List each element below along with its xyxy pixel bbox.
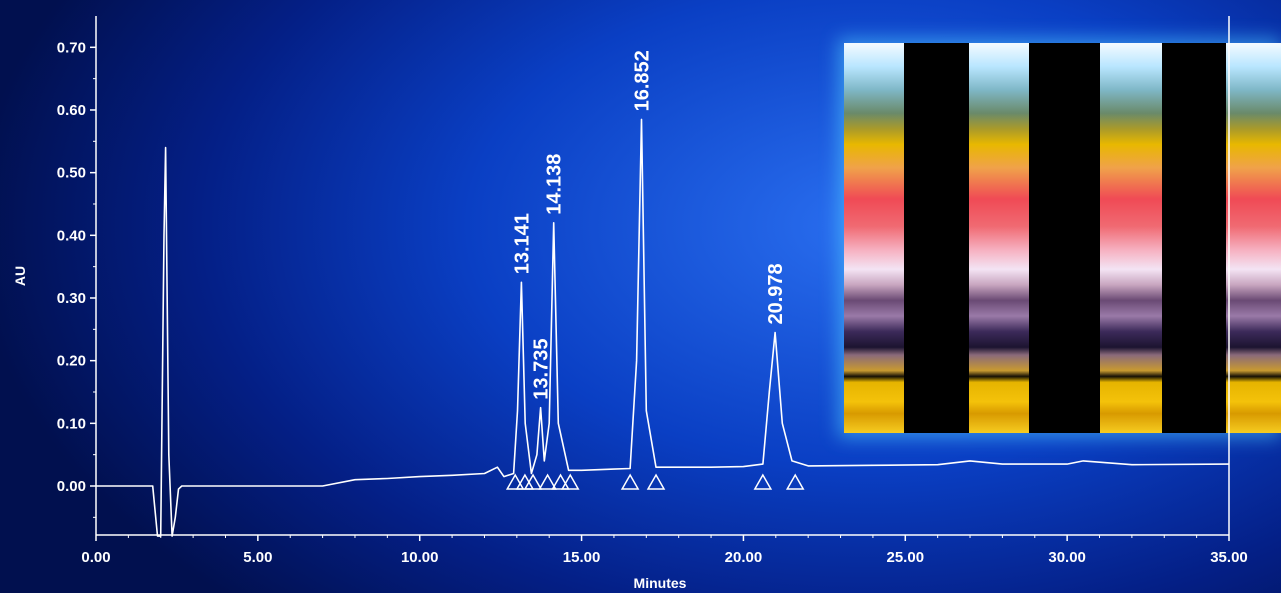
integration-marker [551, 473, 570, 490]
tlc-lane-1 [844, 43, 904, 433]
tlc-plate-image [838, 38, 1281, 438]
integration-marker [753, 473, 773, 490]
peak-label: 16.852 [632, 50, 654, 111]
y-tick-label: 0.50 [57, 165, 86, 182]
x-tick-label: 25.00 [887, 549, 925, 566]
y-tick-label: 0.60 [57, 102, 86, 119]
integration-marker [538, 473, 557, 490]
y-tick-label: 0.30 [57, 290, 86, 307]
peak-labels: 13.141 13.735 14.138 16.852 20.978 [511, 50, 787, 399]
integration-marker [620, 473, 640, 490]
integration-marker [523, 473, 543, 490]
y-tick-label: 0.20 [57, 353, 86, 370]
integration-marker [560, 473, 580, 490]
x-tick-label: 0.00 [81, 549, 110, 566]
y-tick-label: 0.70 [57, 39, 86, 56]
x-tick-label: 10.00 [401, 549, 439, 566]
tlc-lane-3 [1100, 43, 1162, 433]
y-tick-label: 0.40 [57, 227, 86, 244]
y-axis-title: AU [12, 266, 28, 286]
peak-label: 13.141 [511, 213, 533, 274]
peak-label: 13.735 [531, 339, 553, 400]
x-tick-label: 35.00 [1210, 549, 1248, 566]
x-tick-label: 30.00 [1048, 549, 1086, 566]
y-tick-label: 0.00 [57, 478, 86, 495]
integration-marker [646, 473, 666, 490]
plot-frame [95, 16, 1230, 536]
x-tick-label: 15.00 [563, 549, 601, 566]
peak-label: 14.138 [544, 154, 566, 215]
peak-label: 20.978 [765, 263, 787, 324]
integration-marker [785, 473, 805, 490]
y-tick-label: 0.10 [57, 415, 86, 432]
x-tick-label: 20.00 [725, 549, 763, 566]
chromatogram-trace [96, 118, 1230, 537]
tlc-lane-4 [1226, 43, 1281, 433]
tlc-lane-2 [969, 43, 1029, 433]
integration-marker [505, 473, 525, 490]
x-tick-label: 5.00 [243, 549, 272, 566]
integration-markers [505, 473, 805, 490]
axis-ticks: 0.00 5.00 10.00 15.00 20.00 25.00 30.00 35.00 0.… [57, 39, 1248, 566]
x-axis-title: Minutes [634, 575, 687, 591]
trace-layer [96, 118, 1230, 537]
